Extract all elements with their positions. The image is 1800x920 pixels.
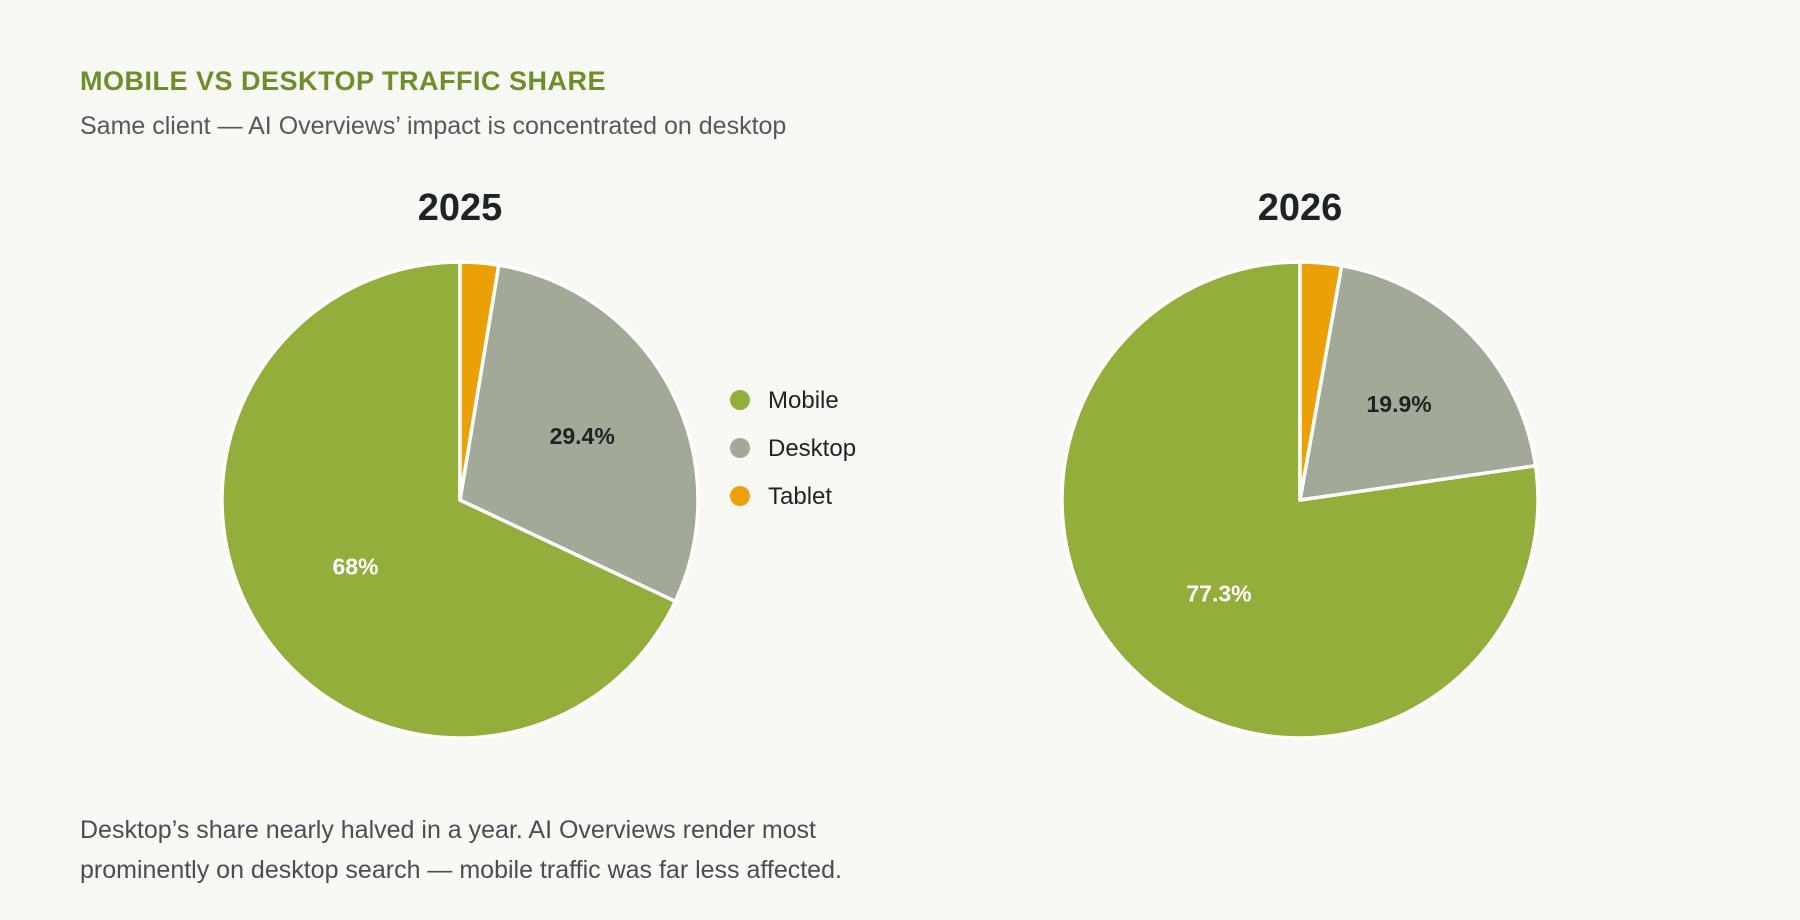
pie-charts: 2025 68% 29.4% 2026 77.3% 19.9% Mobile Des…: [220, 187, 1540, 740]
pie-slice-2026-desktop: [1298, 263, 1538, 502]
pie-slice-2025-mobile: [220, 260, 678, 740]
pie-chart-2026: 2026 77.3% 19.9%: [1060, 187, 1540, 740]
pie-chart-2025: 2025 68% 29.4%: [220, 187, 700, 740]
chart-footnote: Desktop’s share nearly halved in a year.…: [80, 810, 980, 890]
chart-subtitle: Same client — AI Overviews’ impact is co…: [80, 112, 787, 140]
data-label-2026-desktop: 19.9%: [1366, 391, 1431, 417]
data-label-2025-desktop: 29.4%: [550, 423, 615, 449]
legend-swatch-desktop: [730, 438, 750, 458]
pie-title-2026: 2026: [1258, 187, 1343, 229]
legend-item-tablet: Tablet: [730, 483, 832, 510]
footnote-line-1: Desktop’s share nearly halved in a year.…: [80, 816, 816, 844]
pie-slice-2025-desktop: [458, 263, 700, 604]
footnote-line-2: prominently on desktop search — mobile t…: [80, 856, 842, 884]
legend-swatch-tablet: [730, 486, 750, 506]
pie-title-2025: 2025: [418, 187, 503, 229]
data-label-2025-mobile: 68%: [332, 553, 378, 579]
pie-slice-2026-tablet: [1298, 260, 1344, 502]
legend-item-mobile: Mobile: [730, 387, 839, 414]
data-label-2026-mobile: 77.3%: [1186, 581, 1251, 607]
pie-slice-2025-tablet: [458, 260, 501, 502]
legend-label-tablet: Tablet: [768, 483, 832, 510]
legend-label-desktop: Desktop: [768, 435, 856, 462]
chart-legend: Mobile Desktop Tablet: [730, 387, 856, 510]
chart-eyebrow-title: MOBILE VS DESKTOP TRAFFIC SHARE: [80, 66, 607, 96]
legend-label-mobile: Mobile: [768, 387, 839, 414]
legend-item-desktop: Desktop: [730, 435, 856, 462]
legend-swatch-mobile: [730, 390, 750, 410]
